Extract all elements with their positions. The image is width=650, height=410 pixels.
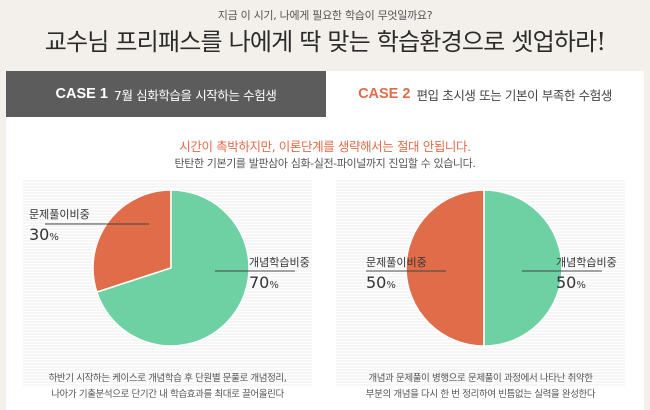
pie-slice-concept-study xyxy=(483,189,563,347)
slice-label-problem-solving: 문제풀이비중 xyxy=(29,208,90,221)
header-title: 교수님 프리패스를 나에게 딱 맞는 학습환경으로 셋업하라! xyxy=(44,28,606,56)
chart-note-left-line: 하반기 시작하는 케이스로 개념학습 후 단원별 문풀로 개념정리, xyxy=(48,373,287,384)
pie-slice-problem-solving xyxy=(405,189,485,347)
pie-chart-left: 문제풀이비중 30% 개념학습비중 70% xyxy=(23,180,312,387)
tab-case-2-number: CASE 2 xyxy=(358,86,411,102)
panel-description: 탄탄한 기본기를 발판삼아 심화-실전-파이널까지 진입할 수 있습니다. xyxy=(174,157,476,170)
pie-chart-right: 문제풀이비중 50% 개념학습비중 50% xyxy=(336,180,625,387)
case-panel: 시간이 촉박하지만, 이론단계를 생략해서는 절대 안됩니다. 탄탄한 기본기를… xyxy=(6,117,644,410)
slice-label-concept-study: 개념학습비중 xyxy=(249,256,310,269)
chart-note-left-line: 나아가 기출분석으로 단기간 내 학습효과를 최대로 끌어올린다 xyxy=(51,389,284,400)
pie-slice-concept-study xyxy=(95,189,250,347)
tab-case-1-number: CASE 1 xyxy=(55,86,108,102)
header-subtitle: 지금 이 시기, 나에게 필요한 학습이 무엇일까요? xyxy=(217,9,433,22)
tab-case-1-label: 7월 심화학습을 시작하는 수험생 xyxy=(113,87,277,103)
slice-label-concept-study: 개념학습비중 xyxy=(556,256,617,269)
panel-headline: 시간이 촉박하지만, 이론단계를 생략해서는 절대 안됩니다. xyxy=(179,139,471,154)
pie-chart-left-svg: 문제풀이비중 30% 개념학습비중 70% xyxy=(23,180,312,386)
header: 지금 이 시기, 나에게 필요한 학습이 무엇일까요? 교수님 프리패스를 나에… xyxy=(0,0,650,70)
pie-slice-problem-solving xyxy=(92,189,172,294)
chart-note-left: 하반기 시작하는 케이스로 개념학습 후 단원별 문풀로 개념정리, 나아가 기… xyxy=(23,371,312,403)
chart-note-right-line: 개념과 문제풀이 병행으로 문제풀이 과정에서 나타난 취약한 xyxy=(368,373,593,384)
case-tabs: CASE 1 7월 심화학습을 시작하는 수험생 CASE 2 편입 초시생 또… xyxy=(0,71,650,117)
slice-value-problem-solving: 30% xyxy=(29,225,59,244)
slice-value-concept-study: 70% xyxy=(249,273,279,292)
slice-value-problem-solving: 50% xyxy=(366,273,396,292)
chart-note-right-line: 부분의 개념을 다시 한 번 정리하여 빈틈없는 실력을 완성한다 xyxy=(365,389,596,400)
slice-value-unit: % xyxy=(49,232,59,243)
slice-value-unit: % xyxy=(386,280,396,291)
chart-note-right: 개념과 문제풀이 병행으로 문제풀이 과정에서 나타난 취약한 부분의 개념을 … xyxy=(336,371,625,403)
tab-case-1[interactable]: CASE 1 7월 심화학습을 시작하는 수험생 xyxy=(6,71,326,117)
slice-value-unit: % xyxy=(269,280,279,291)
slice-value-concept-study: 50% xyxy=(556,273,586,292)
slice-value-unit: % xyxy=(576,280,586,291)
pie-chart-right-svg: 문제풀이비중 50% 개념학습비중 50% xyxy=(336,180,625,386)
tab-case-2-label: 편입 초시생 또는 기본이 부족한 수험생 xyxy=(416,87,612,103)
slice-label-problem-solving: 문제풀이비중 xyxy=(366,256,427,269)
tab-case-2[interactable]: CASE 2 편입 초시생 또는 기본이 부족한 수험생 xyxy=(326,71,644,117)
